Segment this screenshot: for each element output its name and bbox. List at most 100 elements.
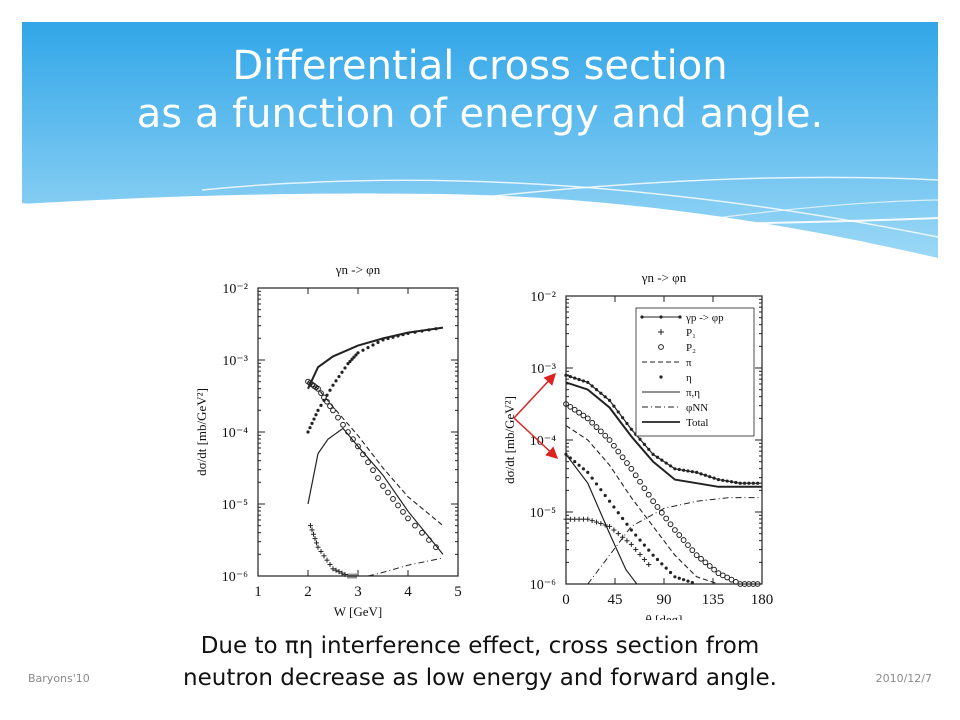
series-line [587, 497, 762, 585]
y-axis-label: dσ/dt [mb/GeV²] [502, 396, 517, 484]
series-point [668, 464, 673, 468]
banner-background [22, 22, 938, 258]
series-point [693, 552, 700, 559]
arrow-down [513, 417, 559, 460]
y-tick-label: 10⁻⁶ [222, 570, 248, 585]
series-point [593, 424, 600, 430]
series-point [641, 485, 648, 492]
series-point [671, 527, 678, 533]
legend-marker [659, 315, 663, 319]
footer-conference: Baryons'10 [28, 672, 90, 685]
series-point [677, 467, 681, 472]
series-point [406, 331, 410, 335]
series-point [327, 403, 333, 409]
y-tick-label: 10⁻⁵ [222, 498, 248, 513]
series-point [315, 385, 321, 392]
series-point [754, 581, 761, 587]
series-point [686, 469, 690, 473]
title-banner [22, 22, 938, 258]
series-point [599, 488, 603, 492]
legend-label: π,η [686, 387, 700, 399]
series-point [331, 383, 335, 387]
series-point [690, 580, 694, 585]
x-tick-label: 180 [751, 592, 774, 608]
series-point [647, 447, 651, 451]
y-tick-label: 10⁻⁵ [530, 506, 556, 521]
series-point [385, 489, 391, 496]
banner-wave [22, 203, 938, 229]
series-point [396, 334, 400, 338]
series-point [576, 409, 582, 416]
series-point [738, 481, 742, 485]
series-point [568, 375, 572, 379]
series-point [564, 373, 568, 377]
series-point [706, 563, 713, 569]
series-point [375, 475, 381, 481]
series-point [728, 576, 735, 583]
series-point [655, 455, 660, 459]
series-point [682, 468, 686, 472]
series-point [386, 336, 390, 341]
series-point [395, 502, 401, 509]
series-point [673, 575, 677, 579]
series-point [629, 528, 633, 532]
series-point [619, 454, 626, 461]
series-point [732, 578, 739, 585]
series-point [405, 515, 411, 522]
series-point [361, 348, 365, 352]
series-point [628, 465, 635, 472]
series-point [695, 470, 699, 474]
series-point [308, 426, 312, 430]
series-point [742, 481, 747, 485]
series-point [673, 467, 677, 471]
series-point [573, 376, 577, 380]
series-point [355, 443, 361, 450]
series-point [413, 330, 417, 334]
series-point [664, 461, 668, 465]
series-point [638, 538, 642, 542]
series-point [637, 478, 643, 485]
series-point [401, 333, 405, 337]
x-tick-label: 5 [454, 584, 462, 600]
series-point [651, 452, 655, 456]
x-tick-label: 90 [657, 592, 672, 608]
series-point [606, 437, 613, 443]
energy-chart: γn -> φn 1 2 3 4 5 10⁻⁶ 10⁻⁵ 10⁻⁴ 10⁻³ 10⁻² W [GeV]… [194, 262, 462, 619]
banner-wave [501, 199, 938, 253]
chart-title: γn -> φn [641, 270, 687, 285]
series-point [350, 357, 354, 361]
series-point [590, 384, 594, 388]
series-point [725, 479, 729, 483]
legend-marker [678, 315, 682, 319]
series-line [307, 326, 444, 390]
series-point [677, 576, 681, 580]
legend-label: η [686, 372, 692, 384]
series-point [580, 412, 587, 419]
series-point [708, 475, 712, 479]
series-point [716, 478, 721, 482]
series-point [607, 398, 612, 402]
series-point [602, 432, 609, 439]
banner-wave [321, 176, 938, 221]
series-point [634, 533, 638, 537]
series-point [400, 509, 406, 515]
series-point [650, 498, 657, 505]
series-point [663, 515, 670, 522]
series-line [565, 381, 762, 488]
annotation-arrows [513, 372, 559, 460]
series-point [711, 566, 717, 573]
x-tick-label: 4 [404, 584, 412, 600]
series-point [668, 570, 673, 575]
series-point [321, 394, 327, 401]
series-point [433, 544, 439, 551]
legend-marker [659, 375, 663, 379]
series-point [335, 414, 341, 421]
y-tick-label: 10⁻³ [222, 354, 248, 369]
series-point [638, 437, 642, 441]
series-point [660, 562, 664, 566]
legend-marker [640, 315, 644, 319]
series-point [642, 543, 646, 547]
series-point [686, 579, 690, 583]
series-point [328, 388, 332, 392]
legend-marker [658, 344, 664, 350]
